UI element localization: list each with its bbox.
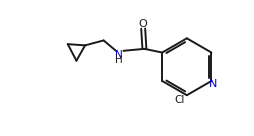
Text: N: N	[115, 50, 122, 60]
Text: O: O	[138, 19, 147, 29]
Text: N: N	[208, 79, 216, 89]
Text: H: H	[115, 55, 122, 65]
Text: Cl: Cl	[174, 95, 184, 105]
